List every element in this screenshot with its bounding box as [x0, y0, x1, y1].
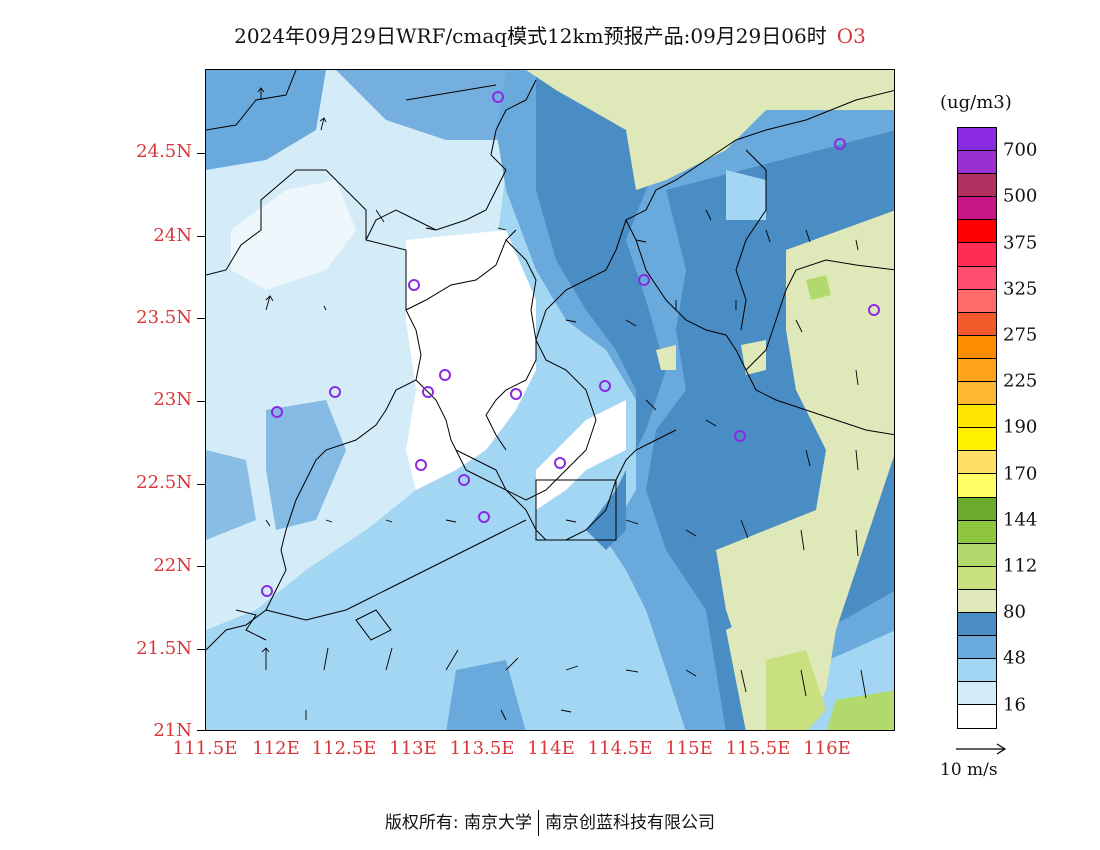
- wind-reference-arrow-icon: [956, 743, 1007, 755]
- lat-tick-label: 24.5N: [136, 141, 192, 162]
- lon-tick-label: 114E: [527, 738, 575, 759]
- lon-tick-label: 115.5E: [725, 738, 791, 759]
- lon-tick-label: 112E: [252, 738, 300, 759]
- lon-tick-label: 111.5E: [172, 738, 238, 759]
- colorbar-swatch: [958, 266, 996, 290]
- colorbar-swatch: [958, 497, 996, 521]
- wind-reference-label: 10 m/s: [940, 760, 998, 780]
- lat-tick-label: 23N: [153, 389, 192, 410]
- lat-tick-label: 23.5N: [136, 307, 192, 328]
- colorbar-swatch: [958, 682, 996, 706]
- colorbar-swatch: [958, 405, 996, 429]
- lat-tick-mark: [197, 318, 205, 319]
- lon-tick-label: 114.5E: [587, 738, 653, 759]
- lat-tick-mark: [197, 153, 205, 154]
- lat-tick-mark: [197, 730, 205, 731]
- lat-tick-mark: [197, 484, 205, 485]
- colorbar-swatch: [958, 243, 996, 267]
- lat-tick-label: 22N: [153, 555, 192, 576]
- colorbar-swatch: [958, 659, 996, 683]
- colorbar-swatch: [958, 312, 996, 336]
- colorbar-swatch: [958, 451, 996, 475]
- colorbar-swatch: [958, 589, 996, 613]
- colorbar-swatch: [958, 220, 996, 244]
- colorbar-swatch: [958, 566, 996, 590]
- lon-tick-label: 116E: [803, 738, 851, 759]
- colorbar-level-label: 112: [1003, 555, 1038, 577]
- colorbar-swatch: [958, 520, 996, 544]
- colorbar-level-label: 225: [1003, 370, 1038, 392]
- colorbar-level-label: 700: [1003, 139, 1038, 161]
- lat-tick-label: 24N: [153, 225, 192, 246]
- colorbar-level-label: 144: [1003, 509, 1038, 531]
- copyright-footer: 版权所有: 南京大学 南京创蓝科技有限公司: [0, 808, 1100, 836]
- colorbar-level-label: 275: [1003, 324, 1038, 346]
- colorbar-level-label: 375: [1003, 232, 1038, 253]
- pollutant-species: O3: [836, 24, 866, 48]
- colorbar-swatch: [958, 358, 996, 383]
- colorbar-unit: (ug/m3): [940, 92, 1012, 113]
- colorbar-swatch: [958, 382, 996, 406]
- lat-tick-mark: [197, 401, 205, 402]
- colorbar-level-label: 48: [1003, 647, 1026, 669]
- colorbar-level-label: 325: [1003, 278, 1038, 300]
- colorbar-swatch: [958, 197, 996, 221]
- map-panel[interactable]: [205, 69, 895, 731]
- colorbar-swatch: [958, 636, 996, 660]
- colorbar-level-label: 500: [1003, 185, 1038, 207]
- colorbar-swatch: [958, 151, 996, 175]
- colorbar-swatch: [958, 474, 996, 498]
- colorbar-level-label: 16: [1003, 694, 1026, 715]
- colorbar-swatch: [958, 289, 996, 313]
- lat-tick-label: 21N: [153, 720, 192, 741]
- colorbar-level-label: 80: [1003, 601, 1026, 623]
- lat-tick-mark: [197, 649, 205, 650]
- colorbar-swatch: [958, 543, 996, 567]
- colorbar-swatch: [958, 612, 996, 637]
- copyright-right: 南京创蓝科技有限公司: [545, 813, 716, 833]
- title-text: 2024年09月29日WRF/cmaq模式12km预报产品:09月29日06时: [234, 24, 827, 48]
- colorbar: [957, 127, 997, 730]
- colorbar-level-label: 190: [1003, 416, 1038, 438]
- lat-tick-label: 21.5N: [136, 638, 192, 659]
- lat-tick-mark: [197, 566, 205, 567]
- lat-tick-label: 22.5N: [136, 472, 192, 493]
- colorbar-swatch: [958, 705, 996, 729]
- lon-tick-label: 113.5E: [449, 738, 515, 759]
- map-title: 2024年09月29日WRF/cmaq模式12km预报产品:09月29日06时 O…: [0, 20, 1100, 49]
- lat-tick-mark: [197, 236, 205, 237]
- lon-tick-label: 112.5E: [311, 738, 377, 759]
- footer-divider: [538, 810, 540, 836]
- colorbar-level-label: 170: [1003, 463, 1038, 484]
- colorbar-swatch: [958, 335, 996, 359]
- copyright-left: 版权所有: 南京大学: [384, 813, 533, 833]
- colorbar-swatch: [958, 128, 996, 152]
- concentration-map: [206, 70, 894, 730]
- colorbar-swatch: [958, 428, 996, 452]
- lon-tick-label: 113E: [389, 738, 437, 759]
- lon-tick-label: 115E: [665, 738, 713, 759]
- colorbar-swatch: [958, 174, 996, 198]
